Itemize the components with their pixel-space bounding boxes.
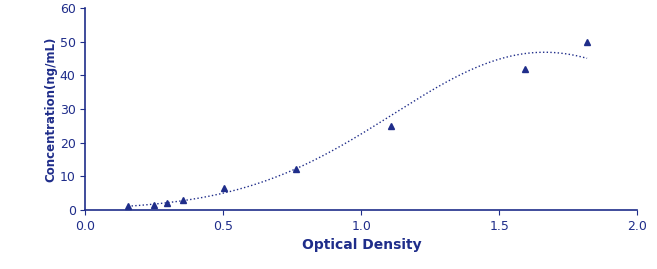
X-axis label: Optical Density: Optical Density <box>302 238 421 252</box>
Y-axis label: Concentration(ng/mL): Concentration(ng/mL) <box>44 36 57 182</box>
